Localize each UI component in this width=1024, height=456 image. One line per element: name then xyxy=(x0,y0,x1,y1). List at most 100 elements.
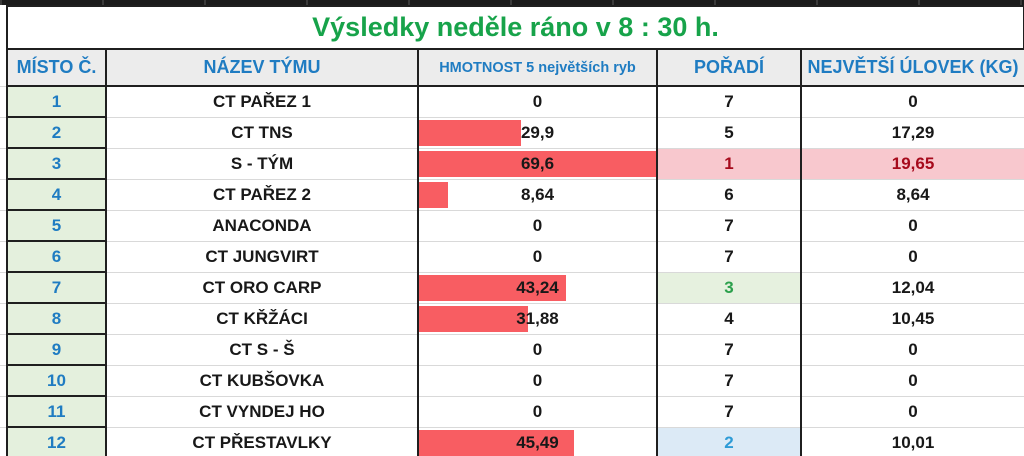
rank-cell[interactable]: 5 xyxy=(657,117,802,149)
left-margin-cell xyxy=(0,365,7,397)
place-cell[interactable]: 3 xyxy=(6,147,107,180)
rank-cell[interactable]: 7 xyxy=(657,334,802,366)
weight-value: 0 xyxy=(532,401,543,421)
place-cell[interactable]: 4 xyxy=(6,178,107,211)
biggest-catch-cell[interactable]: 0 xyxy=(801,210,1024,242)
weight-cell[interactable]: 0 xyxy=(418,241,658,273)
weight-databar xyxy=(419,119,521,146)
team-name-cell[interactable]: CT ORO CARP xyxy=(105,272,419,304)
weight-databar xyxy=(419,150,655,177)
place-cell[interactable]: 12 xyxy=(6,426,107,456)
left-margin-cell xyxy=(0,86,7,118)
place-cell[interactable]: 8 xyxy=(6,302,107,335)
team-name-cell[interactable]: CT KŘŽÁCI xyxy=(105,303,419,335)
place-cell[interactable]: 11 xyxy=(6,395,107,428)
place-cell[interactable]: 5 xyxy=(6,209,107,242)
rank-cell[interactable]: 3 xyxy=(657,272,802,304)
team-name-cell[interactable]: CT KUBŠOVKA xyxy=(105,365,419,397)
team-name-cell[interactable]: CT S - Š xyxy=(105,334,419,366)
rank-cell[interactable]: 1 xyxy=(657,148,802,180)
weight-cell[interactable]: 45,49 xyxy=(418,427,658,456)
column-header-rank[interactable]: POŘADÍ xyxy=(656,48,802,87)
team-name-cell[interactable]: CT JUNGVIRT xyxy=(105,241,419,273)
weight-cell[interactable]: 31,88 xyxy=(418,303,658,335)
rank-cell[interactable]: 4 xyxy=(657,303,802,335)
weight-value: 0 xyxy=(532,91,543,111)
weight-value: 0 xyxy=(532,370,543,390)
table-row: 8 CT KŘŽÁCI 31,88 4 10,45 xyxy=(0,302,1024,335)
rank-cell[interactable]: 7 xyxy=(657,241,802,273)
biggest-catch-cell[interactable]: 0 xyxy=(801,86,1024,118)
weight-value: 0 xyxy=(532,215,543,235)
place-cell[interactable]: 7 xyxy=(6,271,107,304)
weight-value: 8,64 xyxy=(520,184,555,204)
weight-cell[interactable]: 8,64 xyxy=(418,179,658,211)
team-name-cell[interactable]: CT TNS xyxy=(105,117,419,149)
rank-cell[interactable]: 7 xyxy=(657,365,802,397)
table-row: 12 CT PŘESTAVLKY 45,49 2 10,01 xyxy=(0,426,1024,456)
weight-cell[interactable]: 43,24 xyxy=(418,272,658,304)
place-cell[interactable]: 10 xyxy=(6,364,107,397)
weight-cell[interactable]: 0 xyxy=(418,86,658,118)
column-header-place[interactable]: MÍSTO Č. xyxy=(6,48,107,87)
weight-cell[interactable]: 69,6 xyxy=(418,148,658,180)
column-header-team[interactable]: NÁZEV TÝMU xyxy=(105,48,419,87)
place-cell[interactable]: 2 xyxy=(6,116,107,149)
weight-cell[interactable]: 0 xyxy=(418,396,658,428)
column-header-biggest-catch[interactable]: NEJVĚTŠÍ ÚLOVEK (KG) xyxy=(799,48,1024,87)
rank-cell[interactable]: 7 xyxy=(657,86,802,118)
biggest-catch-cell[interactable]: 8,64 xyxy=(801,179,1024,211)
rank-cell[interactable]: 7 xyxy=(657,396,802,428)
team-name-cell[interactable]: CT PAŘEZ 2 xyxy=(105,179,419,211)
weight-value: 31,88 xyxy=(516,308,559,328)
table-row: 6 CT JUNGVIRT 0 7 0 xyxy=(0,240,1024,273)
rank-cell[interactable]: 6 xyxy=(657,179,802,211)
weight-cell[interactable]: 0 xyxy=(418,365,658,397)
weight-cell[interactable]: 0 xyxy=(418,334,658,366)
table-row: 2 CT TNS 29,9 5 17,29 xyxy=(0,116,1024,149)
rank-cell[interactable]: 7 xyxy=(657,210,802,242)
team-name-cell[interactable]: CT PŘESTAVLKY xyxy=(105,427,419,456)
place-cell[interactable]: 6 xyxy=(6,240,107,273)
biggest-catch-cell[interactable]: 0 xyxy=(801,396,1024,428)
biggest-catch-cell[interactable]: 10,45 xyxy=(801,303,1024,335)
left-margin-cell xyxy=(0,117,7,149)
team-name-cell[interactable]: CT PAŘEZ 1 xyxy=(105,86,419,118)
team-name-cell[interactable]: ANACONDA xyxy=(105,210,419,242)
table-row: 4 CT PAŘEZ 2 8,64 6 8,64 xyxy=(0,178,1024,211)
table-row: 10 CT KUBŠOVKA 0 7 0 xyxy=(0,364,1024,397)
biggest-catch-cell[interactable]: 10,01 xyxy=(801,427,1024,456)
biggest-catch-cell[interactable]: 0 xyxy=(801,241,1024,273)
weight-databar xyxy=(419,305,528,332)
weight-databar xyxy=(419,274,567,301)
weight-cell[interactable]: 0 xyxy=(418,210,658,242)
biggest-catch-cell[interactable]: 0 xyxy=(801,334,1024,366)
left-margin-cell xyxy=(0,272,7,304)
left-margin-cell xyxy=(0,427,7,456)
biggest-catch-cell[interactable]: 19,65 xyxy=(801,148,1024,180)
left-margin-cell xyxy=(0,179,7,211)
biggest-catch-cell[interactable]: 0 xyxy=(801,365,1024,397)
team-name-cell[interactable]: CT VYNDEJ HO xyxy=(105,396,419,428)
team-name-cell[interactable]: S - TÝM xyxy=(105,148,419,180)
table-row: 11 CT VYNDEJ HO 0 7 0 xyxy=(0,395,1024,428)
table-body: 1 CT PAŘEZ 1 0 7 0 2 CT TNS 29,9 5 17,29 3 S - TÝM 6… xyxy=(0,85,1024,456)
weight-value: 0 xyxy=(532,246,543,266)
page-title[interactable]: Výsledky neděle ráno v 8 : 30 h. xyxy=(5,5,1024,50)
rank-cell[interactable]: 2 xyxy=(657,427,802,456)
column-header-weight[interactable]: HMOTNOST 5 největších ryb xyxy=(417,48,658,87)
left-margin-cell xyxy=(0,148,7,180)
spreadsheet-row-above-remnant xyxy=(0,0,1024,5)
weight-databar xyxy=(419,181,449,208)
place-cell[interactable]: 1 xyxy=(6,85,107,118)
biggest-catch-cell[interactable]: 17,29 xyxy=(801,117,1024,149)
place-cell[interactable]: 9 xyxy=(6,333,107,366)
left-margin-cell xyxy=(0,334,7,366)
weight-cell[interactable]: 29,9 xyxy=(418,117,658,149)
biggest-catch-cell[interactable]: 12,04 xyxy=(801,272,1024,304)
left-margin-cell xyxy=(0,210,7,242)
